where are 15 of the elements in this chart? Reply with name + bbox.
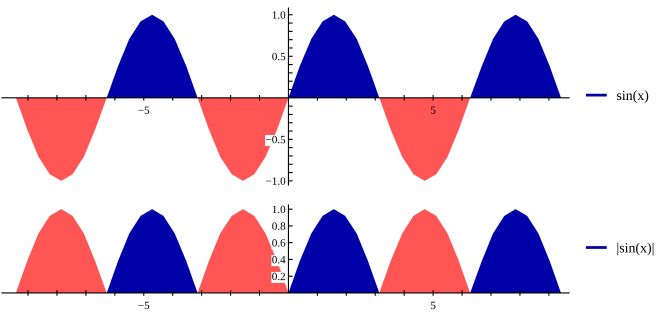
x-tick-label: −5 bbox=[138, 106, 150, 114]
y-tick-label: −0.5 bbox=[266, 136, 286, 144]
x-tick-label: −5 bbox=[138, 302, 150, 310]
legend-label: sin(x) bbox=[617, 90, 648, 103]
y-tick-label: 0.2 bbox=[272, 272, 286, 280]
y-tick-label: 0.8 bbox=[272, 222, 286, 230]
y-tick-label: 1.0 bbox=[272, 11, 286, 19]
x-tick-label: 5 bbox=[430, 106, 436, 114]
x-tick-label: 5 bbox=[430, 302, 436, 310]
y-tick-label: 0.5 bbox=[272, 52, 286, 60]
y-tick-label: 1.0 bbox=[272, 206, 286, 214]
legend-label: |sin(x)| bbox=[618, 242, 654, 256]
y-tick-label: 0.6 bbox=[272, 239, 286, 247]
y-tick-label: 0.4 bbox=[272, 256, 286, 264]
y-tick-label: −1.0 bbox=[266, 177, 286, 185]
